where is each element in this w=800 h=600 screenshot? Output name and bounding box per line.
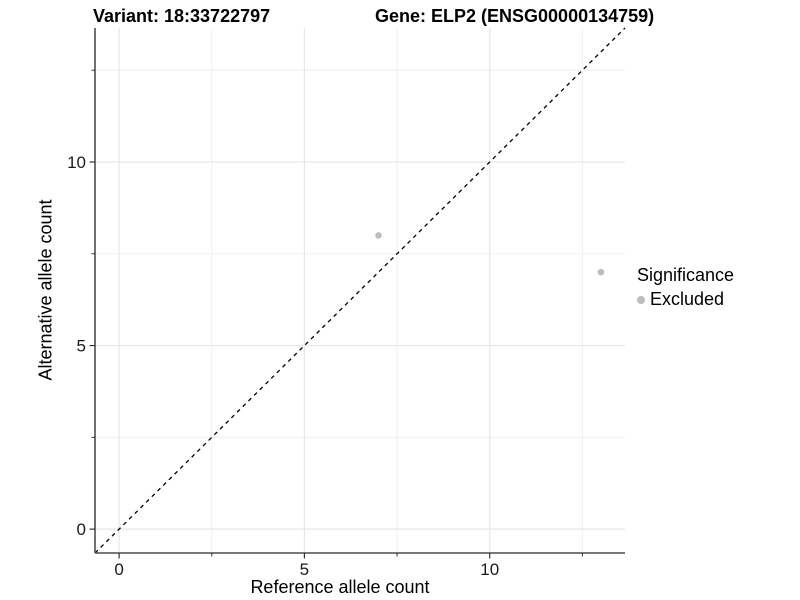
legend-item-excluded: Excluded xyxy=(637,289,734,310)
data-point xyxy=(375,232,382,239)
x-axis-label: Reference allele count xyxy=(250,577,430,597)
legend-item-label: Excluded xyxy=(650,289,725,309)
y-tick-label: 5 xyxy=(77,337,86,356)
plot-title-gene: Gene: ELP2 (ENSG00000134759) xyxy=(375,6,655,26)
plot-title-variant: Variant: 18:33722797 xyxy=(93,6,271,26)
data-point xyxy=(597,268,605,276)
y-tick-label: 10 xyxy=(67,153,86,172)
x-tick-label: 10 xyxy=(480,560,499,579)
x-tick-label: 5 xyxy=(300,560,309,579)
legend-point-icon xyxy=(637,295,645,304)
legend-title: Significance xyxy=(637,265,735,285)
legend: Significance Excluded xyxy=(637,265,734,310)
y-axis-label: Alternative allele count xyxy=(35,199,56,381)
identity-dashed-line xyxy=(94,27,626,554)
y-tick-label: 0 xyxy=(77,520,86,539)
x-tick-label: 0 xyxy=(114,560,123,579)
